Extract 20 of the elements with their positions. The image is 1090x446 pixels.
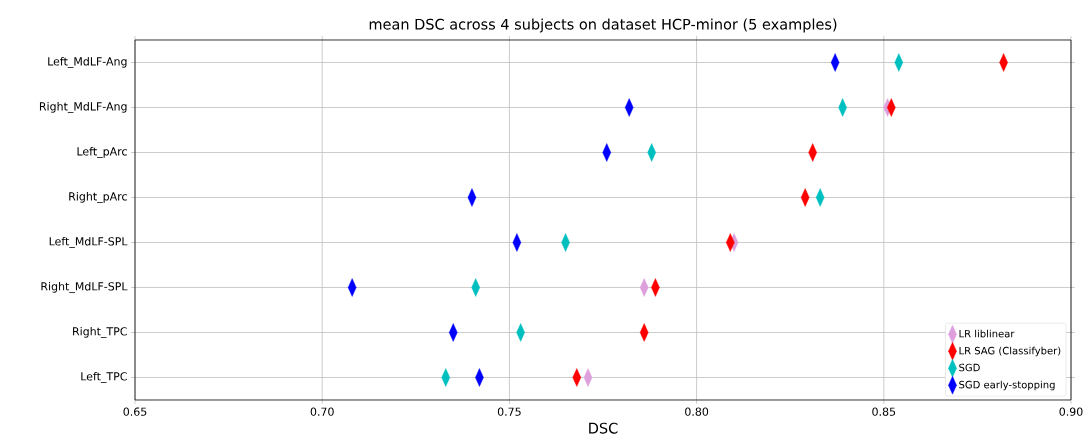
y-tick-label: Left_TPC bbox=[81, 372, 127, 383]
legend-label: LR SAG (Classifyber) bbox=[959, 346, 1061, 357]
y-tick-label: Right_MdLF-Ang bbox=[39, 102, 127, 113]
x-axis-title: DSC bbox=[589, 422, 618, 434]
y-tick-label: Right_TPC bbox=[73, 327, 127, 338]
x-tick-label: 0.75 bbox=[497, 407, 521, 416]
x-tick-label: 0.70 bbox=[310, 407, 334, 416]
legend-label: SGD early-stopping bbox=[959, 380, 1055, 391]
y-tick-label: Left_MdLF-Ang bbox=[48, 57, 127, 68]
x-tick-label: 0.85 bbox=[872, 407, 896, 416]
y-tick-label: Left_pArc bbox=[77, 147, 127, 158]
y-tick-label: Right_pArc bbox=[69, 192, 127, 203]
legend-label: SGD bbox=[959, 363, 980, 372]
x-tick-label: 0.80 bbox=[685, 407, 709, 416]
x-tick-label: 0.65 bbox=[123, 407, 147, 416]
y-tick-label: Right_MdLF-SPL bbox=[41, 282, 128, 293]
x-tick-label: 0.90 bbox=[1059, 407, 1083, 416]
chart-title: mean DSC across 4 subjects on dataset HCP-minor (5 examples) bbox=[369, 18, 837, 33]
legend-label: LR liblinear bbox=[959, 329, 1015, 338]
y-tick-label: Left_MdLF-SPL bbox=[49, 237, 128, 248]
